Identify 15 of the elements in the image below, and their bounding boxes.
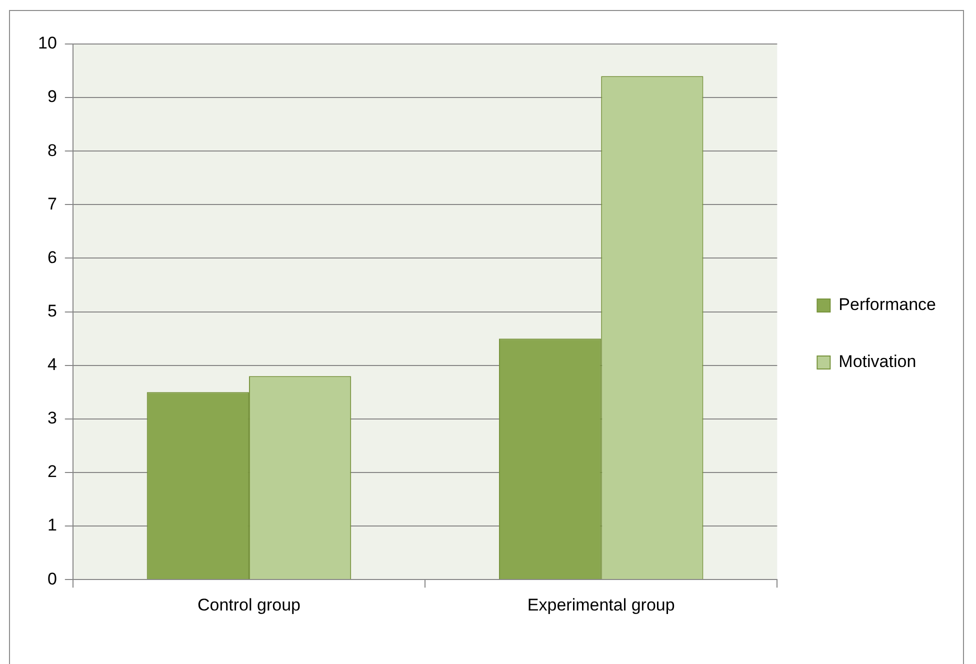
y-tick-label: 1 (47, 516, 57, 535)
y-tick-label: 4 (47, 355, 57, 374)
y-tick-label: 7 (47, 194, 57, 214)
y-tick-label: 10 (38, 34, 57, 53)
legend-label: Performance (838, 295, 936, 314)
y-tick-label: 2 (47, 462, 57, 482)
y-tick-label: 8 (47, 140, 57, 160)
y-tick-label: 9 (47, 87, 57, 106)
y-tick-label: 6 (47, 248, 57, 267)
x-tick-label: Experimental group (527, 595, 675, 614)
y-tick-label: 3 (47, 408, 57, 428)
y-tick-label: 5 (47, 301, 57, 320)
x-tick-label: Control group (197, 595, 300, 614)
y-tick-label: 0 (47, 569, 57, 588)
legend-label: Motivation (838, 352, 916, 372)
